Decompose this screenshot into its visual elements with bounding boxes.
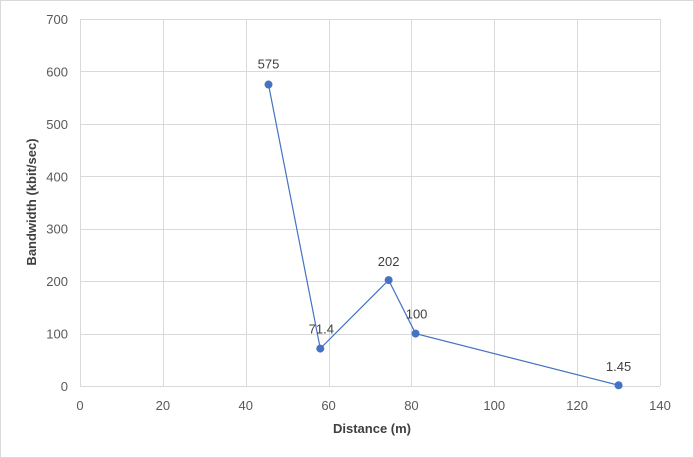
gridlines: [80, 19, 661, 387]
series-group: [264, 80, 623, 390]
y-tick-label: 300: [46, 222, 68, 237]
y-tick-label: 0: [61, 379, 68, 394]
axis-ticks: 0 20 40 60 80 100 120 140 0 100 200 300 400 500 600 700: [46, 12, 671, 413]
data-point: [264, 80, 273, 89]
x-tick-label: 120: [566, 398, 588, 413]
x-tick-label: 100: [483, 398, 505, 413]
y-tick-label: 700: [46, 12, 68, 27]
data-labels: 575 71.4 202 100 1.45: [258, 57, 632, 375]
data-point: [411, 329, 420, 338]
y-tick-label: 200: [46, 274, 68, 289]
x-tick-label: 0: [76, 398, 83, 413]
y-tick-label: 100: [46, 327, 68, 342]
data-point: [316, 344, 325, 353]
y-tick-label: 600: [46, 64, 68, 79]
x-tick-label: 40: [238, 398, 252, 413]
data-label: 71.4: [309, 322, 334, 337]
data-label: 575: [258, 57, 280, 72]
x-tick-label: 140: [649, 398, 671, 413]
series-line: [267, 84, 619, 386]
data-label: 202: [378, 254, 400, 269]
data-label: 100: [406, 307, 428, 322]
x-tick-label: 60: [321, 398, 335, 413]
x-tick-label: 80: [404, 398, 418, 413]
data-label: 1.45: [606, 359, 631, 374]
x-tick-label: 20: [156, 398, 170, 413]
y-axis-title: Bandwidth (kbit/sec): [24, 138, 39, 265]
data-point: [614, 381, 623, 390]
x-axis-title: Distance (m): [333, 421, 411, 436]
data-point: [384, 276, 393, 285]
y-tick-label: 500: [46, 117, 68, 132]
y-tick-label: 400: [46, 169, 68, 184]
